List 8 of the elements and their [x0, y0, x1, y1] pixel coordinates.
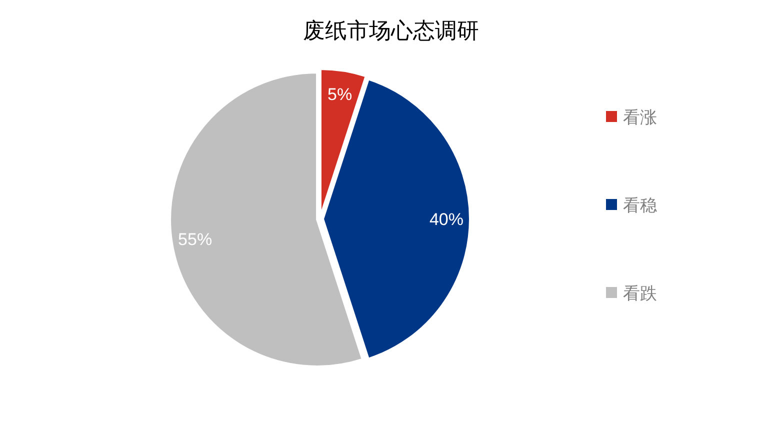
- pie: 5% 40% 55%: [169, 68, 471, 368]
- legend-label: 看跌: [623, 284, 657, 303]
- data-label: 55%: [178, 230, 212, 249]
- chart-title: 废纸市场心态调研: [303, 18, 479, 43]
- legend-label: 看稳: [623, 196, 657, 215]
- data-label: 40%: [429, 210, 464, 229]
- data-label: 5%: [327, 85, 352, 104]
- legend-label: 看涨: [623, 108, 657, 127]
